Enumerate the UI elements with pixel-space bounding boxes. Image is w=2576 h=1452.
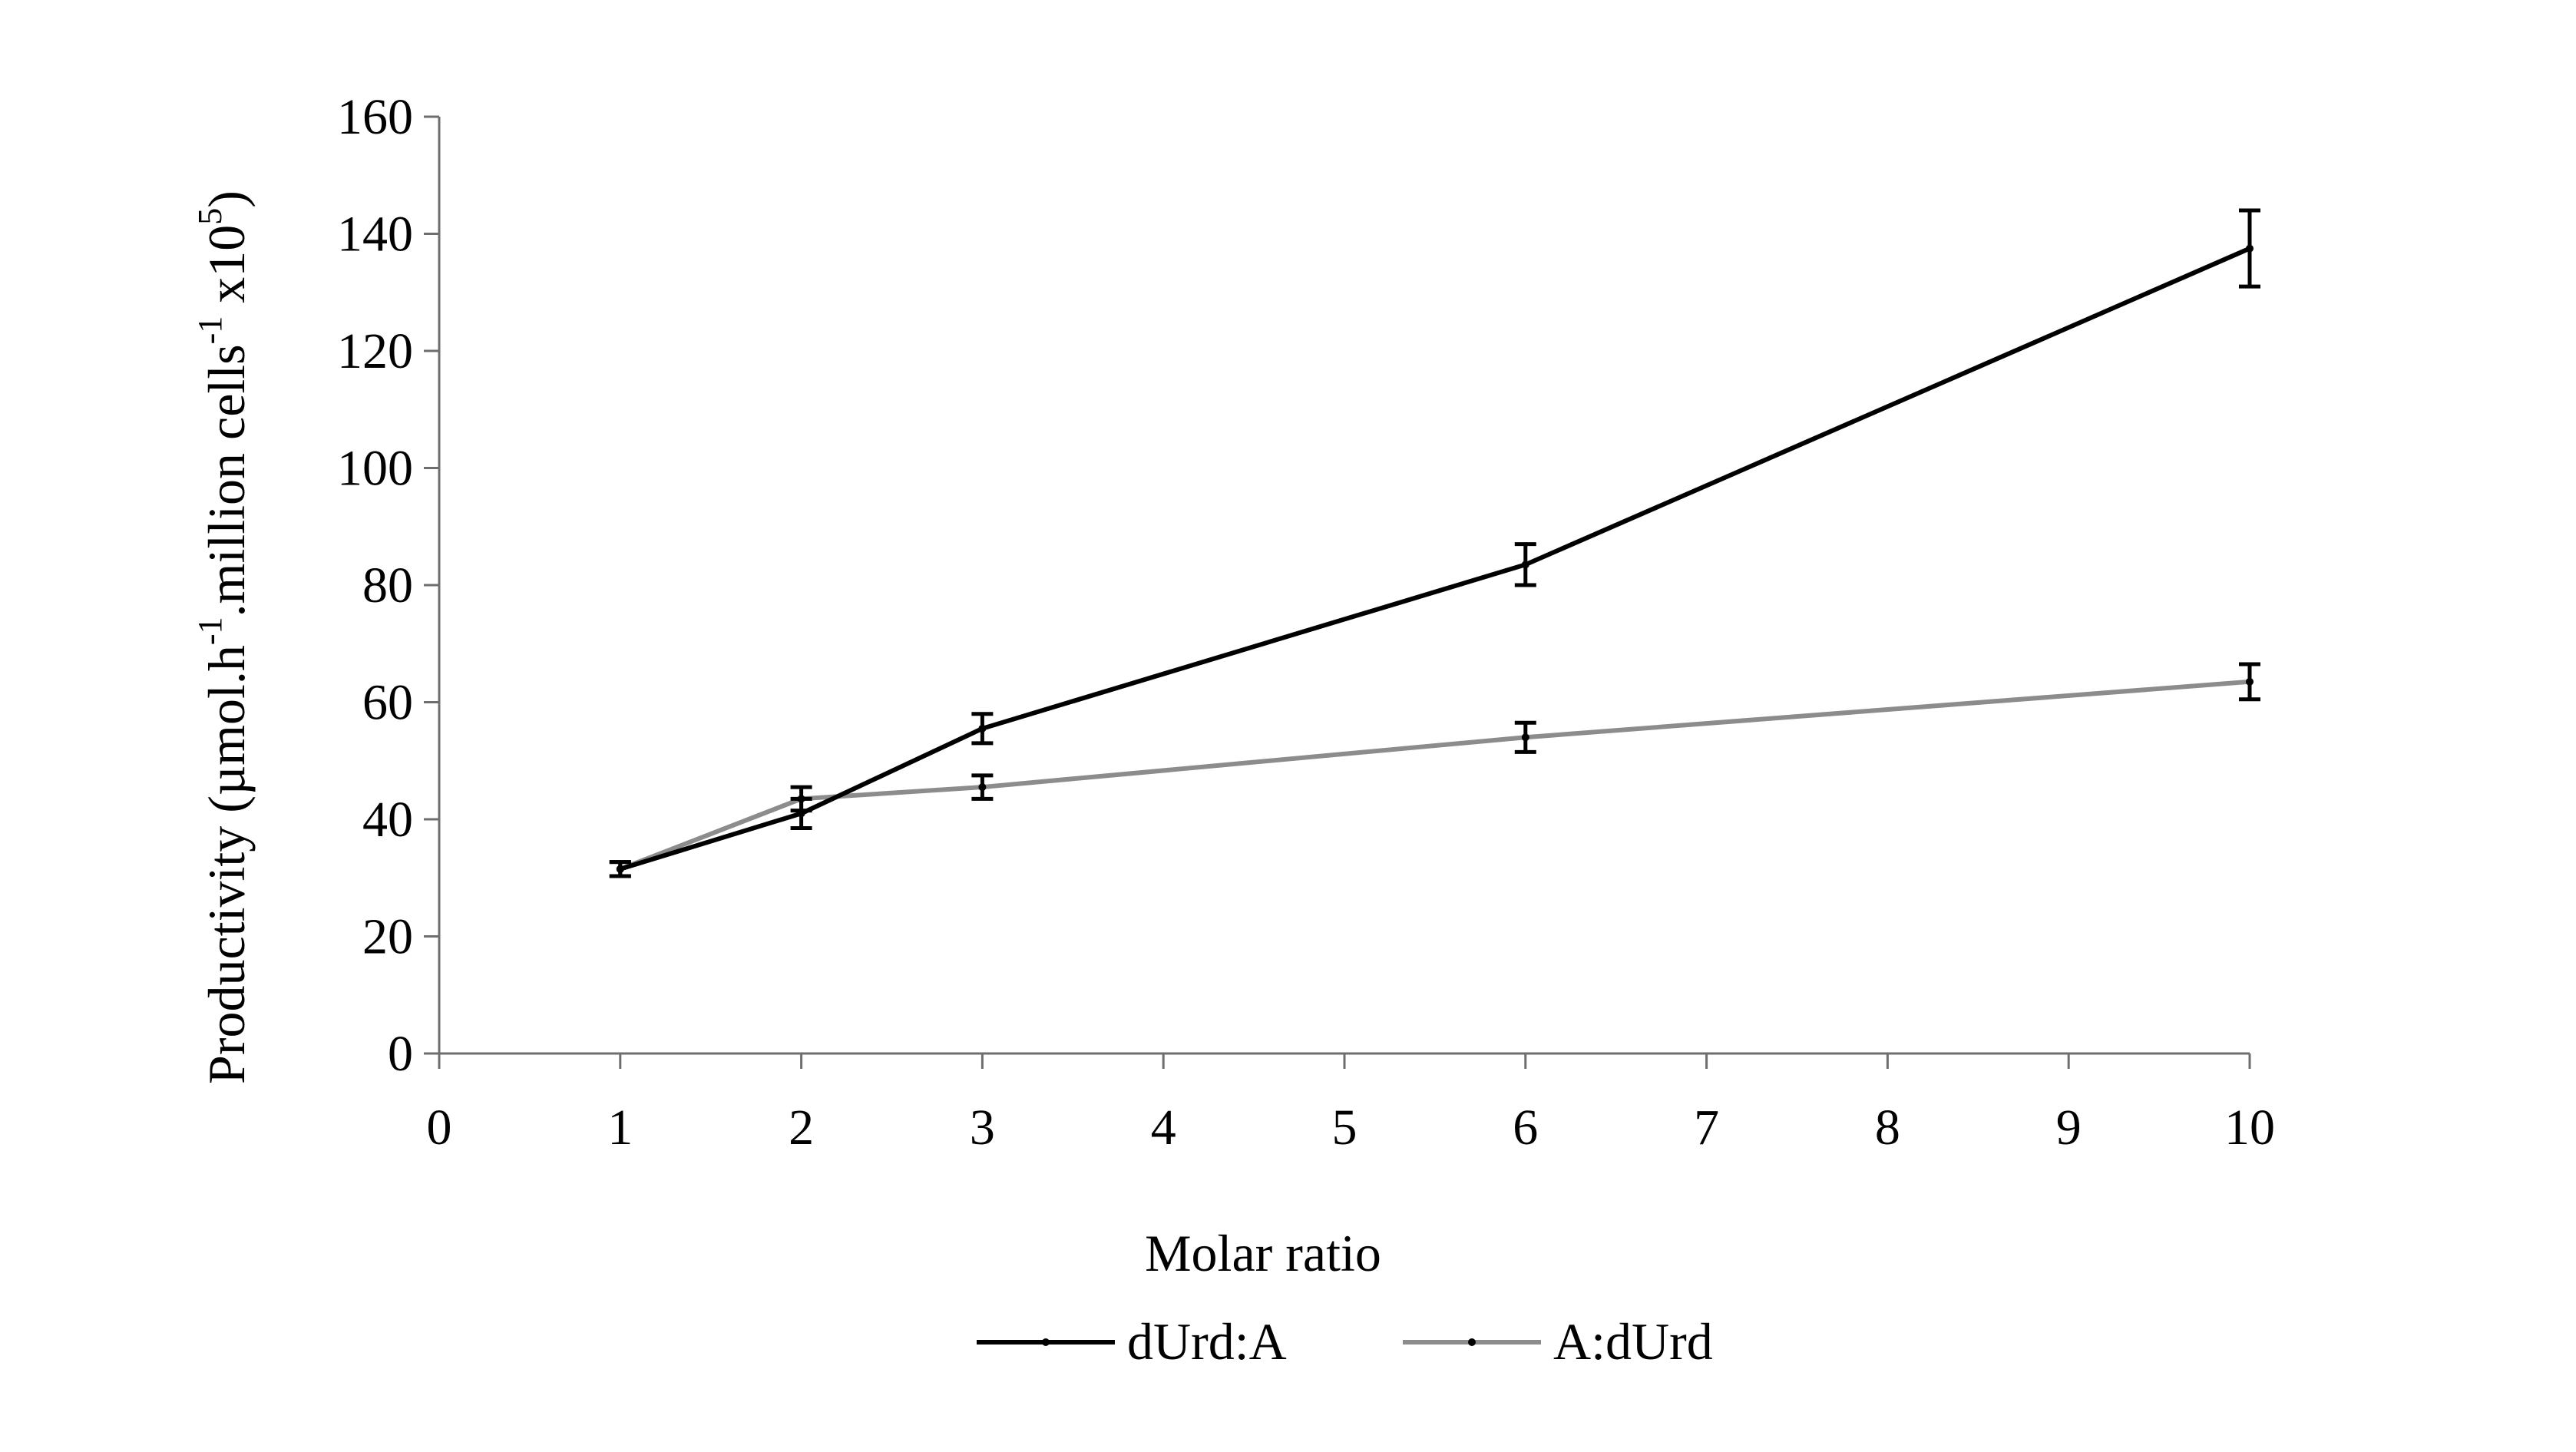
legend-marker [1468,1338,1476,1346]
legend-label: A:dUrd [1553,1312,1713,1371]
legend-item-1: dUrd:A [977,1312,1287,1371]
x-tick-label: 1 [607,1100,633,1156]
data-point [2246,244,2254,253]
x-tick-label: 4 [1151,1100,1176,1156]
legend-item-2: A:dUrd [1403,1312,1713,1371]
y-axis-title: Productivity (µmol.h-1.million cells-1 x… [191,190,256,1084]
x-tick-label: 9 [2056,1100,2082,1156]
axes [424,115,2251,1069]
x-tick-label: 7 [1694,1100,1719,1156]
x-tick-label: 3 [970,1100,995,1156]
data-point [978,783,987,792]
y-tick-label: 60 [362,675,413,731]
y-tick-label: 160 [337,89,413,145]
legend: dUrd:A A:dUrd [977,1312,1713,1371]
x-tick-label: 2 [789,1100,814,1156]
series-line [619,246,2251,872]
x-tick-label: 10 [2224,1100,2275,1156]
series-1 [609,208,2260,878]
y-tick-label: 100 [337,441,413,497]
series-2 [609,662,2260,878]
x-axis-title: Molar ratio [1145,1224,1381,1282]
data-point [797,809,805,818]
x-tick-label: 6 [1513,1100,1538,1156]
data-point [978,724,987,733]
y-tick-label: 140 [337,207,413,263]
data-point [616,865,624,873]
y-tick-label: 0 [388,1026,413,1082]
x-tick-label: 0 [427,1100,452,1156]
data-point [2246,677,2254,686]
tick-labels: 0 20 40 60 80 100 120 140 160 0 1 2 3 4 5 6 7 8 9 10 [337,89,2275,1156]
legend-label: dUrd:A [1127,1312,1287,1371]
y-tick-label: 20 [362,909,413,965]
series-line [619,679,2250,872]
y-tick-label: 120 [337,323,413,379]
legend-marker [1042,1338,1050,1346]
y-tick-label: 40 [362,792,413,848]
series-layer [609,208,2260,878]
x-tick-label: 5 [1332,1100,1357,1156]
data-point [1521,561,1529,569]
data-point [1521,733,1529,742]
y-tick-label: 80 [362,557,413,614]
x-tick-label: 8 [1875,1100,1900,1156]
